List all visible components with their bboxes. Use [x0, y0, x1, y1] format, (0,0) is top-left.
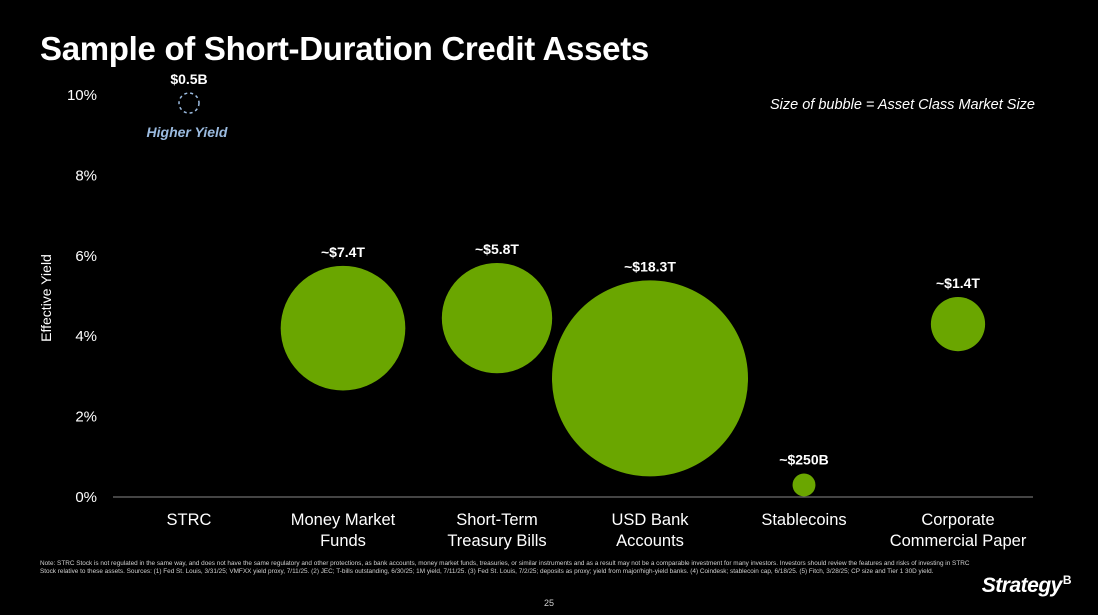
bubble: [930, 297, 986, 352]
x-axis: STRC Money Market Funds Short-Term Treasury …: [113, 496, 1033, 550]
y-tick-label: 10%: [67, 87, 97, 104]
x-category-label: Stablecoins: [761, 511, 846, 529]
x-category-label: Short-Term Treasury Bills: [447, 511, 546, 550]
y-axis: 0% 2% 4% 6% 8% 10% Effective Yield: [38, 87, 97, 506]
page-title: Sample of Short-Duration Credit Assets: [40, 30, 649, 67]
strategy-logo: StrategyB: [981, 573, 1072, 598]
y-tick-label: 0%: [75, 489, 97, 506]
bubble-size-note: Size of bubble = Asset Class Market Size: [769, 97, 1035, 113]
bubble-strc: [178, 92, 200, 114]
y-tick-label: 4%: [75, 328, 97, 345]
bubble: [280, 265, 406, 391]
y-tick-label: 6%: [75, 248, 97, 265]
y-tick-label: 8%: [75, 167, 97, 184]
x-category-label: STRC: [167, 511, 212, 529]
y-tick-label: 2%: [75, 409, 97, 426]
logo-mark: B: [1062, 573, 1072, 587]
bubble-value-label: $0.5B: [170, 71, 207, 87]
x-category-label: Corporate Commercial Paper: [890, 511, 1027, 550]
x-category-label: USD Bank Accounts: [611, 511, 689, 550]
bubble-value-label: ~$1.4T: [936, 275, 980, 291]
data-labels: $0.5B ~$7.4T ~$5.8T ~$18.3T ~$250B ~$1.4T High…: [147, 71, 981, 467]
y-axis-title: Effective Yield: [38, 254, 54, 342]
footnote: Note: STRC Stock is not regulated in the…: [40, 560, 970, 575]
bubble-value-label: ~$250B: [779, 451, 828, 467]
bubble: [552, 280, 748, 477]
bubble-series: [178, 92, 986, 497]
bubble: [441, 262, 553, 374]
page-number: 25: [543, 598, 554, 608]
bubble-value-label: ~$7.4T: [321, 244, 365, 260]
higher-yield-annotation: Higher Yield: [147, 124, 228, 140]
bubble-value-label: ~$5.8T: [475, 241, 519, 257]
bubble: [792, 473, 816, 497]
x-category-label: Money Market Funds: [291, 511, 396, 550]
bubble-value-label: ~$18.3T: [624, 258, 676, 274]
logo-text: Strategy: [981, 574, 1063, 597]
